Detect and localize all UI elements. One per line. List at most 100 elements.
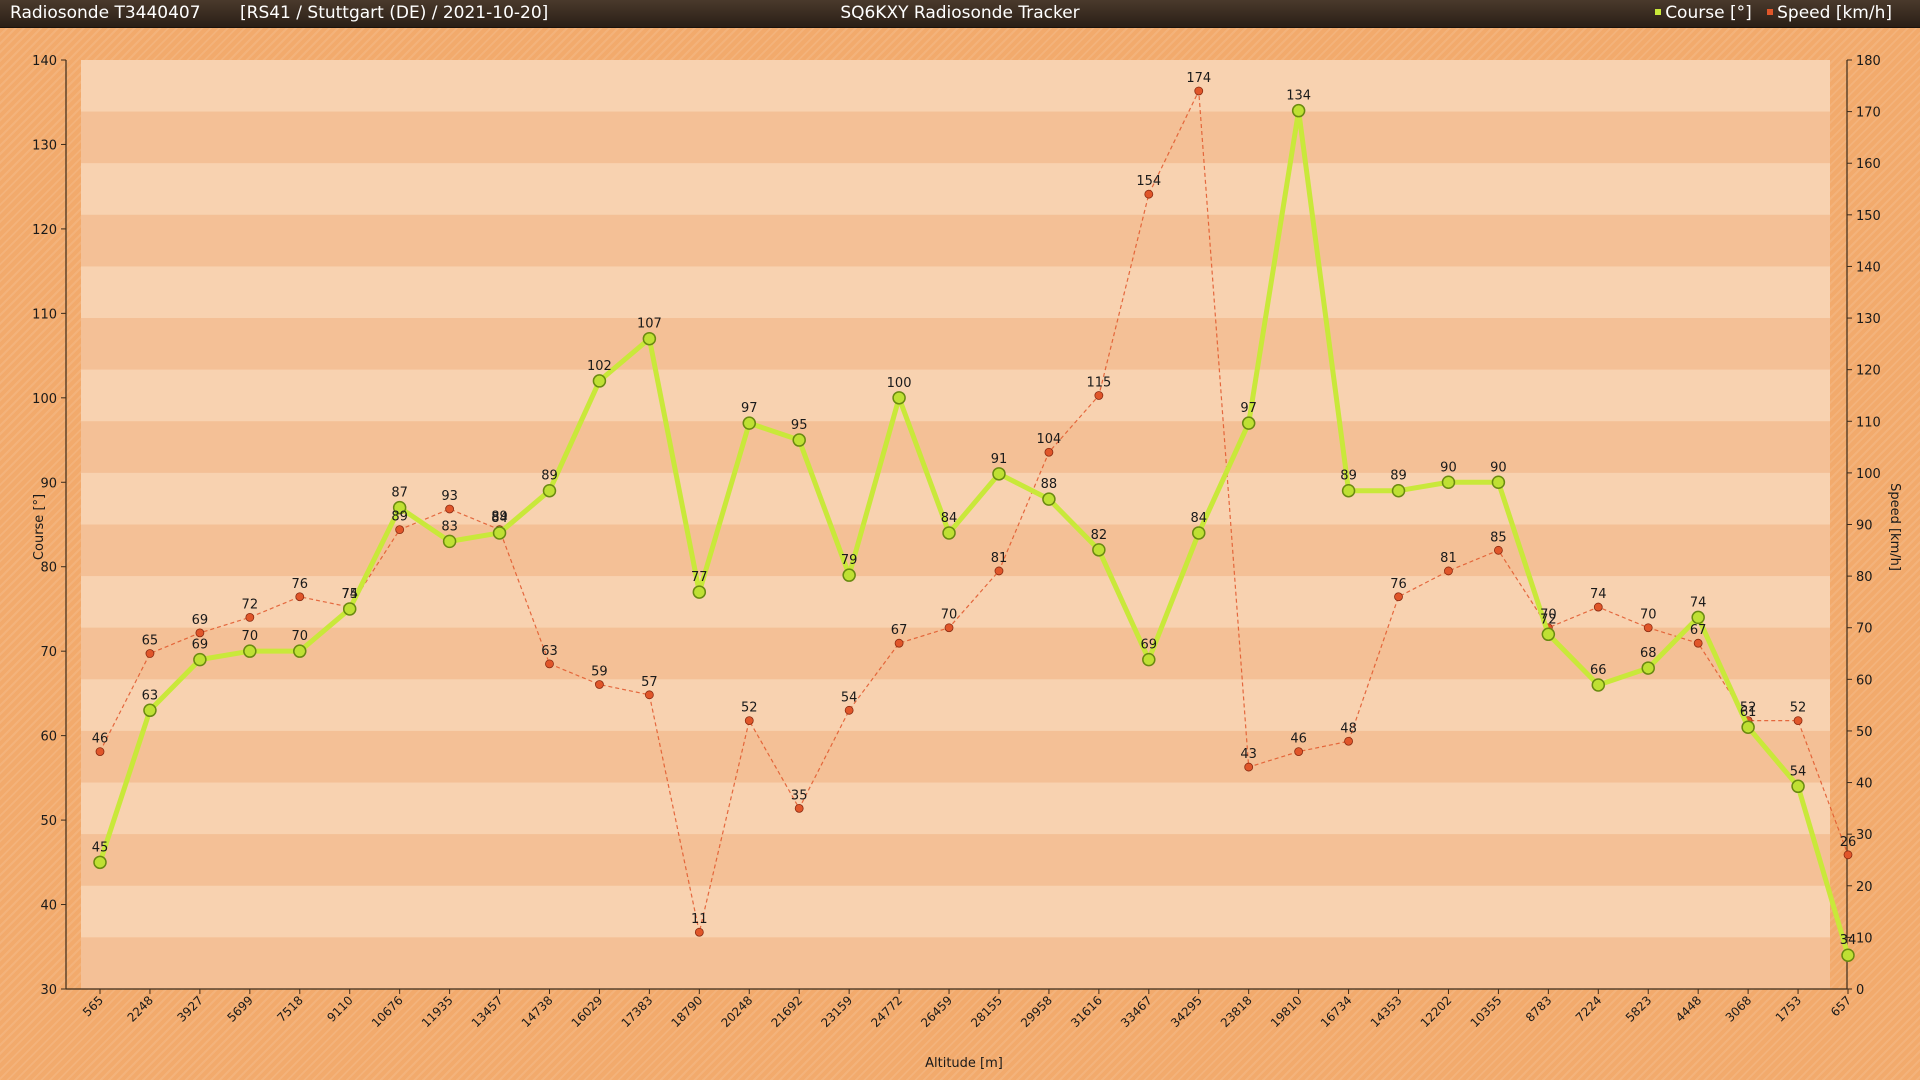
- y-tick-label-left: 110: [32, 307, 57, 322]
- speed-data-label: 54: [841, 690, 858, 705]
- sonde-id: Radiosonde T3440407: [10, 3, 201, 23]
- y-tick-label-left: 140: [32, 54, 57, 69]
- x-tick-label: 11935: [419, 993, 456, 1030]
- speed-point: [95, 747, 105, 756]
- course-point: [542, 483, 557, 498]
- x-tick-label: 17383: [619, 993, 656, 1030]
- grid-band: [81, 472, 1830, 525]
- x-tick-label: 34295: [1168, 993, 1205, 1030]
- legend-item-speed[interactable]: Speed [km/h]: [1767, 3, 1892, 23]
- course-data-label: 77: [691, 570, 708, 585]
- course-point: [93, 855, 107, 870]
- speed-point: [295, 592, 305, 602]
- speed-point: [245, 613, 255, 622]
- course-data-label: 34: [1840, 933, 1857, 948]
- speed-point: [794, 803, 804, 813]
- course-line: [97, 108, 1851, 956]
- course-data-label: 84: [1190, 511, 1207, 526]
- course-point: [1641, 661, 1655, 675]
- x-tick-label: 31616: [1068, 993, 1105, 1030]
- course-point: [193, 652, 207, 667]
- y-tick-label-left: 90: [40, 476, 57, 491]
- speed-point: [844, 705, 854, 715]
- x-tick-label: 23818: [1218, 993, 1255, 1030]
- speed-point: [994, 566, 1004, 576]
- speed-data-label: 74: [341, 587, 358, 602]
- y-tick-label-left: 120: [32, 223, 57, 238]
- x-tick-label: 21692: [768, 993, 805, 1030]
- course-point: [1691, 610, 1705, 625]
- grid-band: [81, 627, 1830, 680]
- course-data-label: 82: [1091, 528, 1108, 543]
- course-data-label: 97: [1240, 401, 1257, 416]
- data-labels: 46 65 69 72 76 74 89 93 89 63 59 57 11 52 35 54 67 70 81 10…: [92, 71, 1857, 948]
- course-data-label: 72: [1540, 612, 1557, 627]
- y-tick-label-left: 70: [40, 645, 57, 660]
- legend-item-course[interactable]: Course [°]: [1655, 3, 1752, 23]
- course-point: [1092, 543, 1106, 557]
- grid-band: [81, 885, 1830, 938]
- course-data-label: 87: [391, 486, 408, 501]
- y-tick-label-right: 40: [1856, 777, 1873, 792]
- speed-point: [1294, 747, 1304, 756]
- speed-data-label: 76: [1390, 577, 1407, 592]
- grid-band: [81, 111, 1830, 164]
- grid-band: [81, 937, 1830, 989]
- y-tick-label-right: 70: [1856, 622, 1873, 637]
- speed-data-label: 46: [92, 732, 109, 747]
- course-data-label: 90: [1440, 460, 1457, 475]
- x-tick-label: 1753: [1773, 993, 1804, 1024]
- course-point: [442, 534, 457, 549]
- x-tick-label: 2248: [125, 993, 156, 1024]
- course-data-label: 69: [192, 638, 209, 653]
- course-point: [1791, 779, 1805, 794]
- grid-band: [81, 163, 1830, 215]
- x-tick-label: 7224: [1573, 993, 1604, 1024]
- x-tick-label: 10355: [1468, 993, 1505, 1030]
- course-data-label: 107: [637, 317, 662, 332]
- flight-info: [RS41 / Stuttgart (DE) / 2021-10-20]: [240, 3, 549, 23]
- course-data-label: 88: [1041, 477, 1058, 492]
- grid-band: [81, 60, 1830, 112]
- legend-swatch-speed: [1767, 9, 1774, 15]
- speed-data-label: 52: [1740, 701, 1757, 716]
- x-tick-label: 26459: [918, 993, 955, 1030]
- x-tick-label: 20248: [718, 993, 755, 1030]
- course-speed-chart: 30 40 50 60 70 80 90 100 110 120 130 140 0 10 20 30 40 50…: [32, 54, 1902, 1071]
- speed-point: [1494, 545, 1503, 555]
- speed-point: [894, 638, 904, 648]
- legend-swatch-course: [1655, 9, 1662, 15]
- speed-point: [1344, 736, 1353, 746]
- course-point: [1541, 627, 1556, 642]
- speed-point: [145, 649, 155, 658]
- speed-point: [545, 659, 554, 669]
- y-tick-label-left: 100: [32, 392, 57, 407]
- course-data-label: 84: [491, 511, 508, 526]
- speed-point: [1244, 762, 1254, 772]
- speed-data-label: 67: [1690, 623, 1707, 638]
- course-data-label: 45: [92, 840, 109, 855]
- speed-data-label: 89: [391, 510, 408, 525]
- course-data-label: 102: [587, 359, 612, 374]
- speed-point: [1593, 602, 1603, 612]
- y-tick-label-right: 170: [1856, 106, 1881, 121]
- grid-band: [81, 214, 1830, 267]
- x-tick-label: 4448: [1673, 993, 1704, 1024]
- course-data-label: 84: [941, 511, 958, 526]
- y-tick-label-left: 80: [40, 561, 57, 576]
- speed-point: [595, 680, 604, 689]
- course-point: [1591, 678, 1606, 692]
- y-tick-label-right: 30: [1856, 828, 1873, 843]
- course-point: [392, 500, 407, 515]
- y-tick-label-right: 0: [1856, 983, 1864, 998]
- course-point: [492, 526, 507, 540]
- x-tick-label: 8783: [1523, 993, 1554, 1024]
- course-point: [342, 602, 357, 616]
- speed-data-label: 89: [491, 510, 508, 525]
- course-point: [1341, 483, 1356, 498]
- y-tick-label-right: 120: [1856, 364, 1881, 379]
- course-data-label: 63: [142, 688, 159, 703]
- course-data-label: 61: [1740, 705, 1757, 720]
- speed-data-label: 52: [741, 701, 758, 716]
- course-data-label: 79: [841, 553, 858, 568]
